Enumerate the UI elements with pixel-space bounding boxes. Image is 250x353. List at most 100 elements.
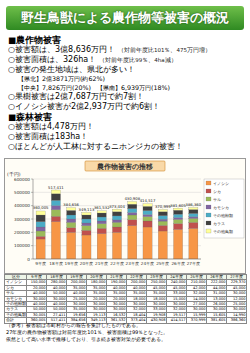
item-text: ○ほとんどが人工林に対するニホンジカの被害！ xyxy=(8,142,183,151)
legend-swatch xyxy=(206,197,211,201)
x-tick-label: 19年度 xyxy=(65,261,78,266)
y-tick-label: 200000 xyxy=(14,230,30,235)
bar-segment xyxy=(112,232,121,259)
bar-segment xyxy=(51,194,60,201)
bar-segment xyxy=(82,219,91,223)
bar-segment xyxy=(174,208,183,210)
total-label: 386,360 xyxy=(186,202,202,207)
bar-segment xyxy=(97,221,106,224)
chart-title-box xyxy=(85,161,165,171)
bar-segment xyxy=(128,215,137,220)
item-text: ○被害額は4,478万円！ xyxy=(8,122,94,131)
bar-segment xyxy=(112,220,121,222)
y-tick xyxy=(31,232,33,233)
bar-segment xyxy=(67,208,76,211)
total-label: 361,532 xyxy=(94,205,110,210)
x-tick-label: 25年度 xyxy=(156,261,169,266)
item-line: ○被害面積は、326ha！（対前年度比99％、4ha減） xyxy=(8,55,246,65)
item-sub: 【中央】7,826万円(20%) 【県南】6,939万円(18%) xyxy=(8,84,246,93)
bar-segment xyxy=(36,227,45,231)
x-tick-label: 27年度 xyxy=(187,261,200,266)
item-note: （対前年度比99％、4ha減） xyxy=(99,57,176,63)
table-cell: 381,605 xyxy=(207,318,227,323)
table-cell: 370,999 xyxy=(187,318,207,323)
bar-segment xyxy=(128,209,137,213)
chart-panel: 農作物被害の推移(千円)0100000200000300000400000500… xyxy=(4,158,246,274)
legend-label: イノシシ xyxy=(213,181,229,186)
legend-label: その他鳥類 xyxy=(213,229,233,234)
bar-segment xyxy=(128,204,137,208)
item-line: ○果樹被害は2億7,687万円で約7割！ xyxy=(8,92,246,102)
bar-segment xyxy=(189,209,198,213)
bar-segment xyxy=(143,221,152,227)
chart-svg: 農作物被害の推移(千円)0100000200000300000400000500… xyxy=(5,159,245,273)
item-text: ○被害額は、3億8,636万円！ xyxy=(8,45,115,54)
bar-segment xyxy=(51,206,60,210)
bar-segment xyxy=(82,212,91,215)
bar-segment xyxy=(158,210,167,212)
y-tick-label: 400000 xyxy=(14,203,30,208)
bar-segment xyxy=(51,216,60,221)
text-sections: ■農作物被害○被害額は、3億8,636万円！（対前年度比101％、475万円増）… xyxy=(8,35,246,152)
bar-segment xyxy=(112,212,121,216)
bar-segment xyxy=(112,216,121,220)
y-tick xyxy=(31,259,33,260)
note-line: （参考）被害額は市町村からの報告を集計したものである。 xyxy=(6,322,246,329)
bar-segment xyxy=(67,232,76,259)
item-line: ○被害面積は183ha！ xyxy=(8,132,246,142)
total-label: 373,404 xyxy=(109,204,125,209)
legend-swatch xyxy=(206,189,211,193)
grid-line xyxy=(33,179,201,180)
item-note: （対前年度比101％、475万円増） xyxy=(118,47,211,53)
bar-segment xyxy=(82,235,91,259)
item-text: ○被害面積は183ha！ xyxy=(8,132,88,141)
bar-segment xyxy=(174,229,183,259)
legend-label: カラス xyxy=(213,221,225,226)
x-tick-label: 24年度 xyxy=(141,261,154,266)
bar-segment xyxy=(189,228,198,259)
bar-segment xyxy=(128,213,137,215)
chart-title: 農作物被害の推移 xyxy=(96,162,153,171)
legend-label: その他獣類 xyxy=(213,213,233,218)
bar-segment xyxy=(97,228,106,233)
section-heading: ■森林被害 xyxy=(8,112,246,122)
bar-segment xyxy=(143,215,152,217)
bar-segment xyxy=(158,219,167,221)
bar-segment xyxy=(112,222,121,227)
x-tick-label: 20年度 xyxy=(80,261,93,266)
total-label: 517,411 xyxy=(48,185,64,190)
table-cell: 386,360 xyxy=(227,318,247,323)
title-banner: 野生鳥獣による農作物等被害の概況 xyxy=(6,6,244,30)
total-label: 360,005 xyxy=(33,205,49,210)
y-tick-label: 500000 xyxy=(14,190,30,195)
y-tick-label: 300000 xyxy=(14,217,30,222)
legend-swatch xyxy=(206,181,211,185)
bar-segment xyxy=(97,211,106,213)
y-tick-label: 100000 xyxy=(14,243,30,248)
item-text: ○イノシシ被害が2億2,937万円で約6割！ xyxy=(8,102,160,111)
bar-segment xyxy=(82,230,91,235)
table-cell: 414,517 xyxy=(167,318,187,323)
legend-label: シカ xyxy=(213,189,221,194)
bar-segment xyxy=(143,227,152,259)
table-cell: その他鳥類 xyxy=(5,312,27,317)
bar-segment xyxy=(189,222,198,228)
bar-segment xyxy=(36,211,45,215)
total-label: 414,517 xyxy=(140,198,156,203)
bar-segment xyxy=(143,217,152,221)
legend-box xyxy=(204,179,244,238)
bar-segment xyxy=(97,224,106,229)
item-line: ○ほとんどが人工林に対するニホンジカの被害！ xyxy=(8,142,246,152)
total-label: 384,656 xyxy=(63,202,79,207)
bar-segment xyxy=(82,215,91,219)
bar-segment xyxy=(36,239,45,259)
item-line: ○被害の発生地域は、県北が多い！ xyxy=(8,65,246,75)
bar-segment xyxy=(51,200,60,205)
notes: （参考）被害額は市町村からの報告を集計したものである。27年度の農作物被害額は対… xyxy=(6,322,246,343)
bar-segment xyxy=(189,218,198,222)
bar-segment xyxy=(82,223,91,226)
bar-segment xyxy=(128,202,137,205)
bar-segment xyxy=(189,207,198,209)
legend-swatch xyxy=(206,229,211,233)
table-cell: その他獣類 xyxy=(5,302,27,307)
